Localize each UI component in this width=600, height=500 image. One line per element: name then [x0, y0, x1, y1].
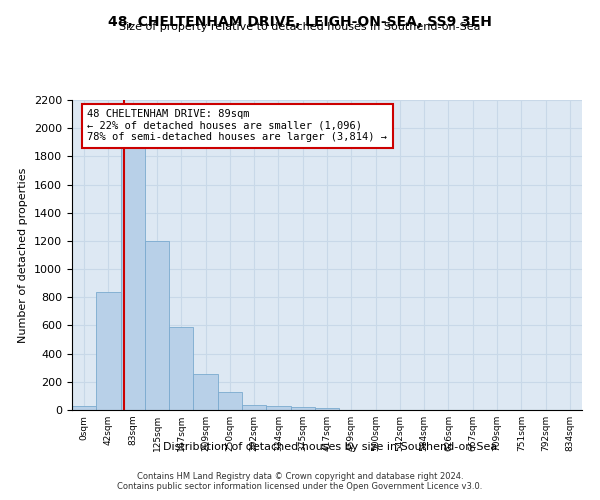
Text: Contains HM Land Registry data © Crown copyright and database right 2024.: Contains HM Land Registry data © Crown c…: [137, 472, 463, 481]
Bar: [315, 408, 339, 410]
Bar: [218, 392, 242, 410]
Y-axis label: Number of detached properties: Number of detached properties: [19, 168, 28, 342]
Bar: [72, 406, 96, 410]
Bar: [290, 407, 315, 410]
Text: 48, CHELTENHAM DRIVE, LEIGH-ON-SEA, SS9 3EH: 48, CHELTENHAM DRIVE, LEIGH-ON-SEA, SS9 …: [108, 15, 492, 29]
Bar: [145, 241, 169, 410]
Bar: [121, 138, 145, 410]
Bar: [266, 406, 290, 410]
Text: 48 CHELTENHAM DRIVE: 89sqm
← 22% of detached houses are smaller (1,096)
78% of s: 48 CHELTENHAM DRIVE: 89sqm ← 22% of deta…: [88, 110, 388, 142]
Bar: [169, 327, 193, 410]
Text: Contains public sector information licensed under the Open Government Licence v3: Contains public sector information licen…: [118, 482, 482, 491]
Text: Distribution of detached houses by size in Southend-on-Sea: Distribution of detached houses by size …: [163, 442, 497, 452]
Text: Size of property relative to detached houses in Southend-on-Sea: Size of property relative to detached ho…: [119, 22, 481, 32]
Bar: [96, 292, 121, 410]
Bar: [193, 374, 218, 410]
Bar: [242, 405, 266, 410]
